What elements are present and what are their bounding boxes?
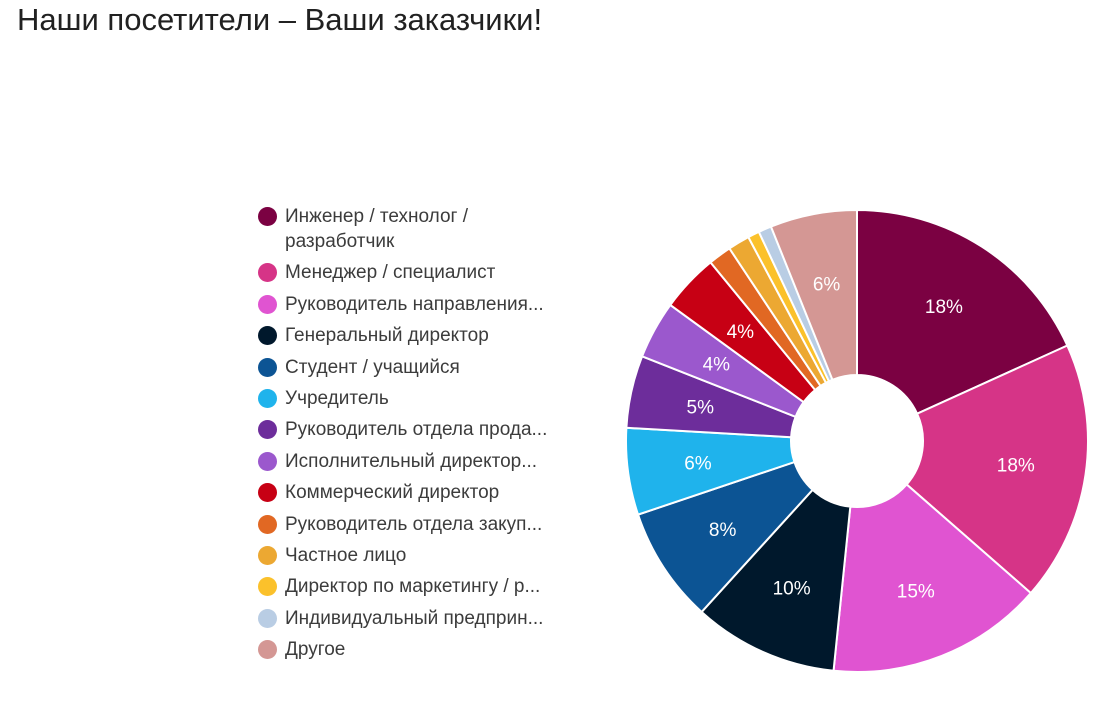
chart-legend: Инженер / технолог / разработчик Менеджер… bbox=[258, 204, 558, 668]
legend-item[interactable]: Генеральный директор bbox=[258, 323, 558, 348]
legend-item[interactable]: Руководитель отдела закуп... bbox=[258, 512, 558, 537]
legend-item[interactable]: Менеджер / специалист bbox=[258, 260, 558, 285]
slice-label: 18% bbox=[997, 455, 1035, 476]
legend-item[interactable]: Исполнительный директор... bbox=[258, 449, 558, 474]
legend-swatch bbox=[258, 514, 277, 534]
legend-swatch bbox=[258, 326, 277, 346]
legend-item[interactable]: Директор по маркетингу / р... bbox=[258, 574, 558, 599]
legend-swatch bbox=[258, 608, 277, 628]
legend-swatch bbox=[258, 388, 277, 408]
legend-swatch bbox=[258, 451, 277, 471]
slice-label: 5% bbox=[687, 398, 715, 419]
slice-label: 4% bbox=[727, 322, 755, 343]
legend-item[interactable]: Индивидуальный предприн... bbox=[258, 606, 558, 631]
legend-item[interactable]: Студент / учащийся bbox=[258, 355, 558, 380]
slice-label: 6% bbox=[813, 274, 841, 295]
legend-item[interactable]: Учредитель bbox=[258, 386, 558, 411]
legend-swatch bbox=[258, 545, 277, 565]
legend-item[interactable]: Коммерческий директор bbox=[258, 480, 558, 505]
slice-label: 6% bbox=[684, 453, 712, 474]
pie-slice[interactable] bbox=[700, 488, 852, 672]
slice-label: 18% bbox=[925, 297, 963, 318]
slice-label: 15% bbox=[897, 581, 935, 602]
slice-label: 8% bbox=[709, 520, 737, 541]
pie-slice[interactable] bbox=[905, 344, 1089, 595]
pie-slice[interactable] bbox=[636, 460, 815, 614]
chart-title: Наши посетители – Ваши заказчики! bbox=[17, 2, 543, 37]
legend-swatch bbox=[258, 357, 277, 377]
slice-label: 4% bbox=[703, 355, 731, 376]
pie-slice[interactable] bbox=[832, 483, 1033, 673]
legend-item[interactable]: Руководитель отдела прода... bbox=[258, 417, 558, 442]
legend-label: Инженер / технолог / разработчик bbox=[285, 206, 469, 252]
legend-item[interactable]: Руководитель направления... bbox=[258, 292, 558, 317]
pie-slice[interactable] bbox=[769, 208, 858, 382]
pie-slice[interactable] bbox=[856, 208, 1069, 416]
legend-swatch bbox=[258, 640, 277, 660]
legend-item[interactable]: Другое bbox=[258, 637, 558, 662]
legend-item[interactable]: Инженер / технолог / разработчик bbox=[258, 204, 558, 254]
legend-swatch bbox=[258, 294, 277, 314]
legend-swatch bbox=[258, 263, 277, 283]
slice-label: 10% bbox=[773, 579, 811, 600]
legend-swatch bbox=[258, 420, 277, 440]
legend-swatch bbox=[258, 207, 277, 226]
legend-swatch bbox=[258, 577, 277, 597]
legend-swatch bbox=[258, 483, 277, 503]
legend-item[interactable]: Частное лицо bbox=[258, 543, 558, 568]
